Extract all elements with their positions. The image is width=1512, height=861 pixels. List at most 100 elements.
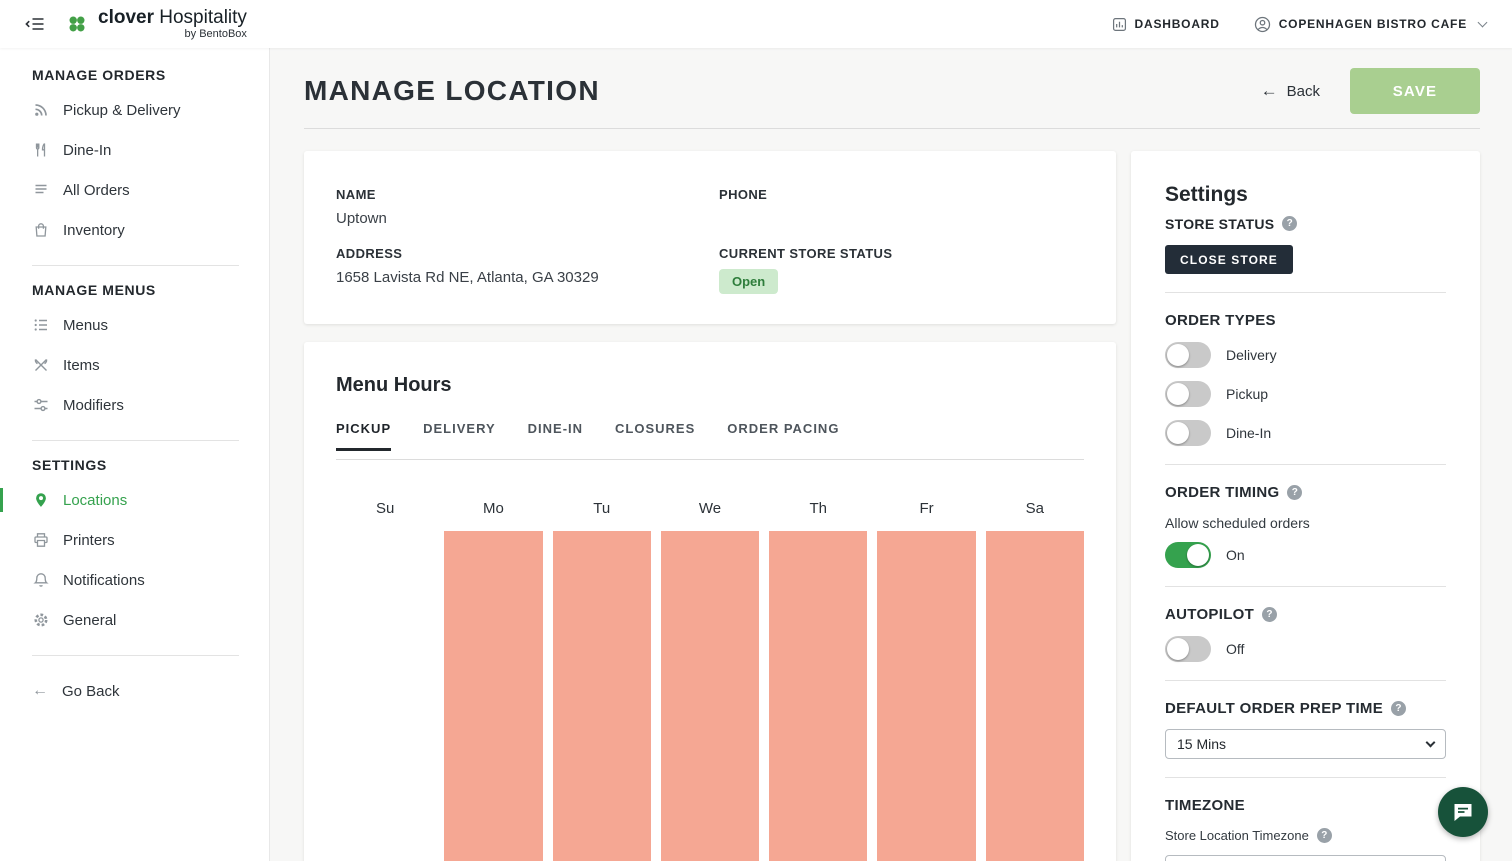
close-store-button[interactable]: CLOSE STORE [1165,245,1293,274]
sidebar-item-dine-in[interactable]: Dine-In [0,130,269,170]
divider [1165,777,1446,778]
utensils-icon [32,142,49,159]
tab-order-pacing[interactable]: ORDER PACING [727,421,839,451]
sidebar-item-notifications[interactable]: Notifications [0,560,269,600]
sidebar-item-menus[interactable]: Menus [0,305,269,345]
autopilot-toggle[interactable] [1165,636,1211,662]
menu-hours-tabs: PICKUP DELIVERY DINE-IN CLOSURES ORDER P… [336,421,1084,451]
help-icon[interactable]: ? [1287,485,1302,500]
hours-bar-th [769,531,867,861]
chevron-down-icon [1426,737,1436,747]
divider [1165,586,1446,587]
dashboard-icon [1112,17,1127,32]
name-label: NAME [336,187,719,202]
status-badge: Open [719,269,778,294]
pickup-toggle[interactable] [1165,381,1211,407]
sidebar-item-label: Inventory [63,222,125,239]
chevron-down-icon [1478,17,1488,27]
clover-logo-icon [64,11,90,37]
delivery-toggle[interactable] [1165,342,1211,368]
address-label: ADDRESS [336,246,719,261]
sidebar-item-label: Printers [63,532,115,549]
chart-day-labels: Su Mo Tu We Th Fr Sa [336,500,1084,517]
printer-icon [32,532,49,549]
chat-button[interactable] [1438,787,1488,837]
sidebar-item-printers[interactable]: Printers [0,520,269,560]
dashboard-link[interactable]: DASHBOARD [1112,17,1220,32]
tab-pickup[interactable]: PICKUP [336,421,391,451]
settings-panel: Settings STORE STATUS ? CLOSE STORE ORDE… [1131,151,1480,861]
scheduled-orders-text: Allow scheduled orders [1165,515,1446,531]
hours-bar-fr [877,531,975,861]
sidebar-item-label: Notifications [63,572,145,589]
sidebar-heading-manage-orders: MANAGE ORDERS [0,66,269,84]
timezone-sub-heading: Store Location Timezone ? [1165,828,1446,843]
pickup-toggle-label: Pickup [1226,386,1268,402]
tab-dine-in[interactable]: DINE-IN [528,421,583,451]
avatar-icon [1254,16,1271,33]
sidebar-item-pickup-delivery[interactable]: Pickup & Delivery [0,90,269,130]
divider [336,459,1084,460]
day-label-mo: Mo [444,500,542,517]
tab-delivery[interactable]: DELIVERY [423,421,496,451]
sidebar-item-label: Items [63,357,100,374]
divider [32,265,239,266]
autopilot-heading: AUTOPILOT ? [1165,605,1446,623]
help-icon[interactable]: ? [1282,216,1297,231]
save-button[interactable]: SAVE [1350,68,1480,114]
divider [304,128,1480,129]
sidebar-item-items[interactable]: Items [0,345,269,385]
delivery-toggle-label: Delivery [1226,347,1277,363]
hours-bar-sa [986,531,1084,861]
gear-icon [32,612,49,629]
crossed-utensils-icon [32,357,49,374]
location-info-card: NAME Uptown PHONE ADDRESS 1658 Lavista R… [304,151,1116,324]
help-icon[interactable]: ? [1391,701,1406,716]
back-link[interactable]: ← Back [1261,81,1320,101]
account-label: COPENHAGEN BISTRO CAFE [1279,17,1467,31]
day-label-su: Su [336,500,434,517]
phone-label: PHONE [719,187,1084,202]
sidebar-item-general[interactable]: General [0,600,269,640]
tab-closures[interactable]: CLOSURES [615,421,695,451]
brand-name: clover Hospitality [98,8,247,28]
help-icon[interactable]: ? [1317,828,1332,843]
day-label-we: We [661,500,759,517]
scheduled-orders-toggle[interactable] [1165,542,1211,568]
scheduled-orders-state-label: On [1226,547,1245,563]
account-menu[interactable]: COPENHAGEN BISTRO CAFE [1254,16,1486,33]
menu-hours-card: Menu Hours PICKUP DELIVERY DINE-IN CLOSU… [304,342,1116,861]
address-value: 1658 Lavista Rd NE, Atlanta, GA 30329 [336,269,719,287]
phone-value [719,210,1084,228]
dine-in-toggle[interactable] [1165,420,1211,446]
divider [32,440,239,441]
chat-bubble-icon [1451,800,1475,824]
arrow-left-icon: ← [32,682,48,700]
sidebar-item-locations[interactable]: Locations [0,480,269,520]
help-icon[interactable]: ? [1262,607,1277,622]
prep-time-select[interactable]: 15 Mins [1165,729,1446,759]
sidebar-collapse-button[interactable] [24,16,46,32]
timezone-select[interactable] [1165,855,1446,861]
divider [1165,464,1446,465]
go-back-link[interactable]: ← Go Back [0,671,269,711]
dashboard-label: DASHBOARD [1135,17,1220,31]
order-types-heading: ORDER TYPES [1165,311,1446,329]
address-field: ADDRESS 1658 Lavista Rd NE, Atlanta, GA … [336,246,719,294]
settings-title: Settings [1165,183,1446,207]
timezone-heading: TIMEZONE [1165,796,1446,814]
back-label: Back [1287,83,1320,100]
sidebar-item-label: Menus [63,317,108,334]
day-label-tu: Tu [553,500,651,517]
sidebar-item-label: All Orders [63,182,130,199]
sidebar-item-inventory[interactable]: Inventory [0,210,269,250]
current-store-status-label: CURRENT STORE STATUS [719,246,1084,261]
sidebar-item-all-orders[interactable]: All Orders [0,170,269,210]
pin-icon [32,492,49,509]
sidebar-item-modifiers[interactable]: Modifiers [0,385,269,425]
sidebar-item-label: Locations [63,492,127,509]
sidebar-item-label: Pickup & Delivery [63,102,181,119]
bag-icon [32,222,49,239]
hamburger-collapse-icon [24,16,46,32]
divider [1165,292,1446,293]
